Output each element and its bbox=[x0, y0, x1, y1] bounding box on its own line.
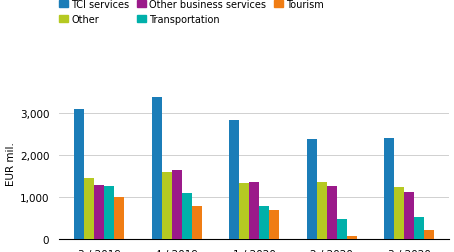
Bar bbox=[327, 186, 337, 239]
Y-axis label: EUR mil.: EUR mil. bbox=[5, 142, 15, 186]
Bar bbox=[404, 192, 414, 239]
Bar bbox=[414, 217, 424, 239]
Bar bbox=[384, 138, 394, 239]
Bar bbox=[259, 206, 269, 239]
Bar bbox=[424, 231, 434, 239]
Bar bbox=[239, 183, 249, 239]
Bar bbox=[306, 139, 316, 239]
Bar bbox=[249, 182, 259, 239]
Bar bbox=[152, 98, 162, 239]
Bar bbox=[192, 206, 202, 239]
Bar bbox=[94, 185, 104, 239]
Bar bbox=[162, 172, 172, 239]
Bar bbox=[172, 170, 182, 239]
Bar bbox=[104, 186, 114, 239]
Bar bbox=[269, 210, 279, 239]
Bar bbox=[316, 182, 327, 239]
Bar bbox=[182, 193, 192, 239]
Bar bbox=[347, 236, 357, 239]
Bar bbox=[84, 178, 94, 239]
Bar bbox=[74, 110, 84, 239]
Bar bbox=[337, 219, 347, 239]
Legend: TCI services, Other, Other business services, Transportation, Tourism: TCI services, Other, Other business serv… bbox=[59, 0, 324, 25]
Bar bbox=[114, 197, 124, 239]
Bar bbox=[229, 120, 239, 239]
Bar bbox=[394, 187, 404, 239]
